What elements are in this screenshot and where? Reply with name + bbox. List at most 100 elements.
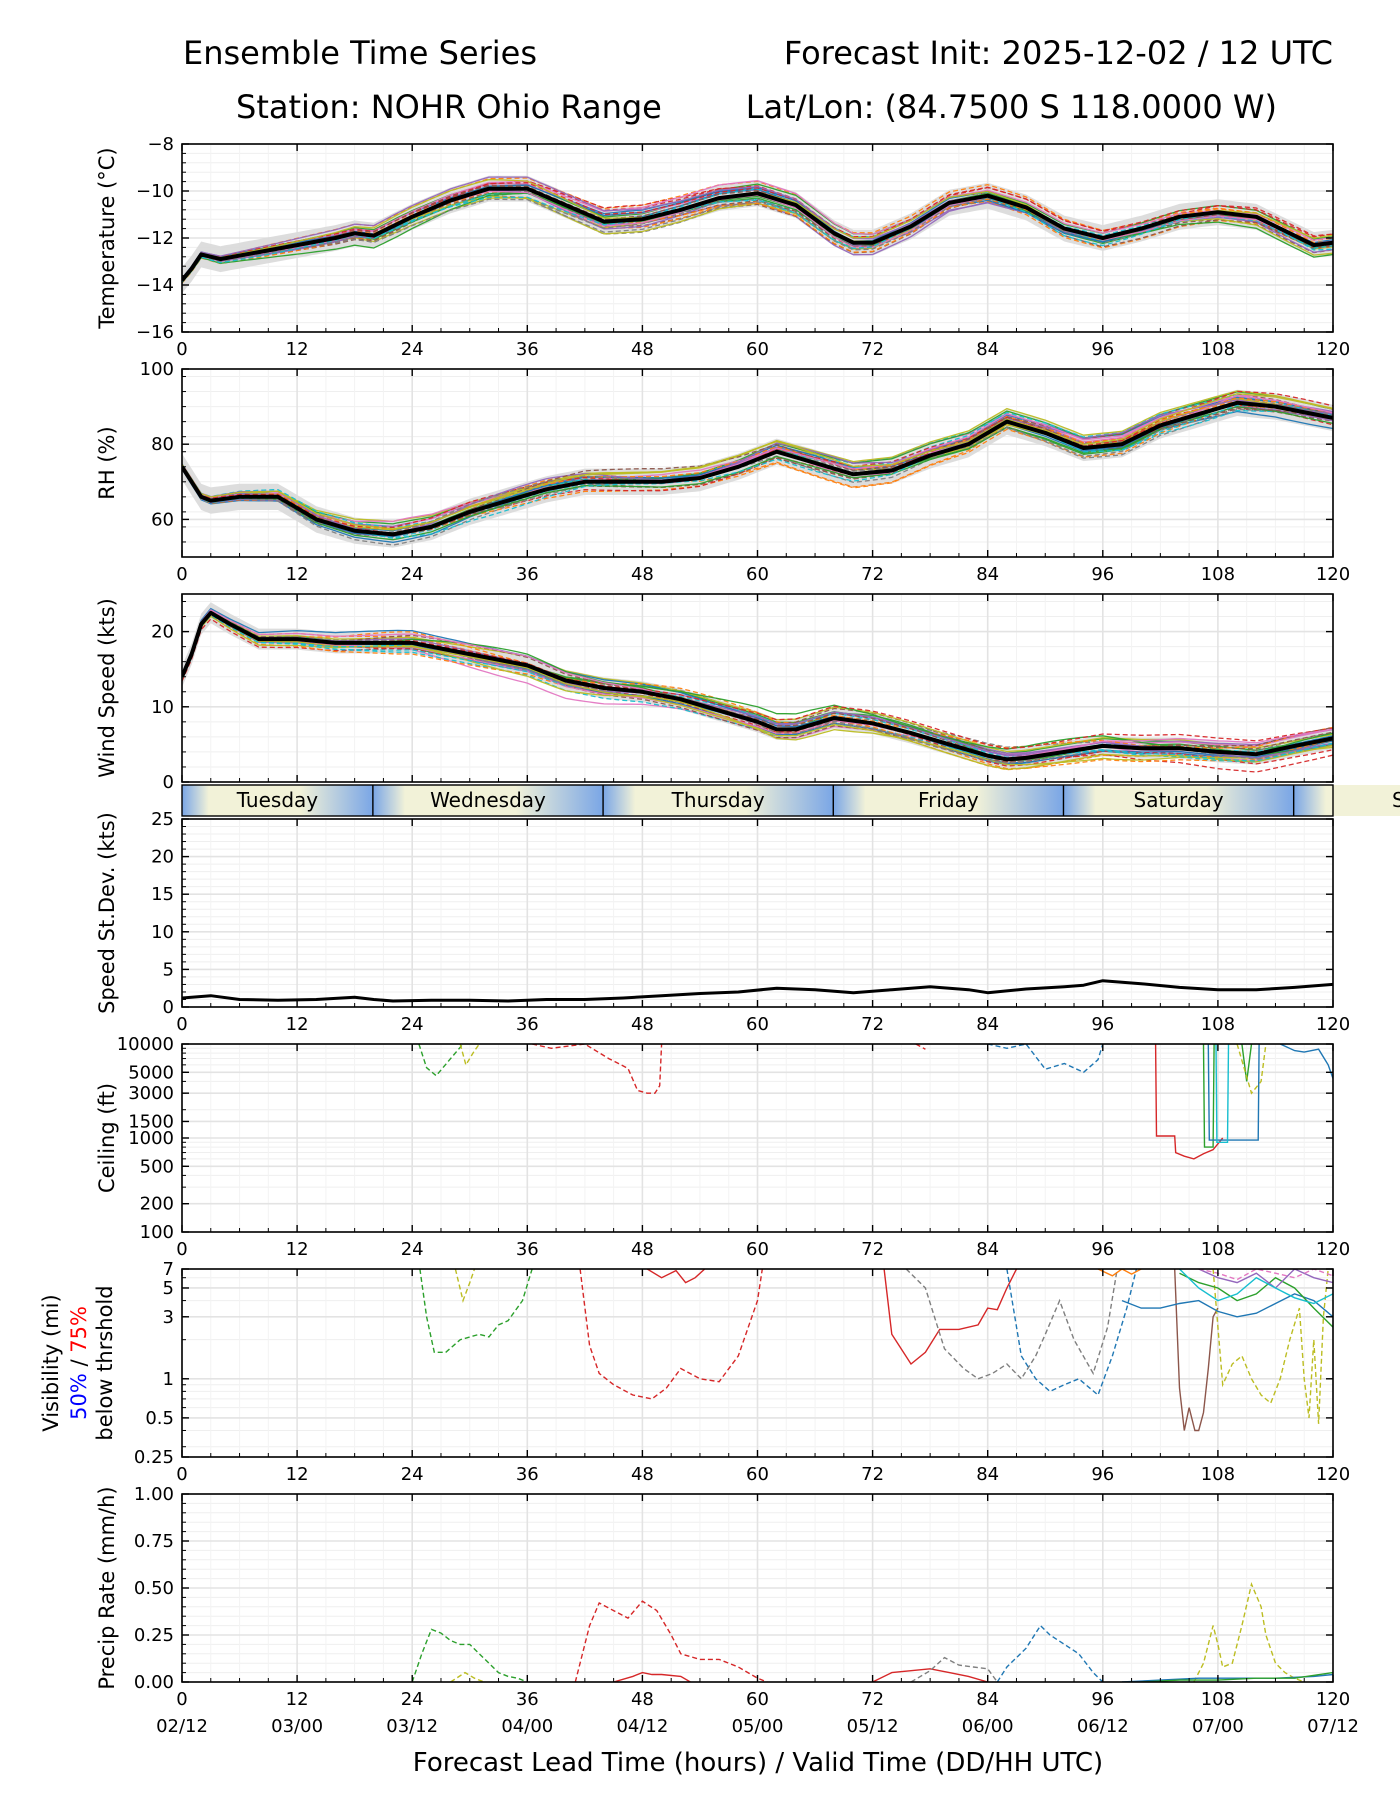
plot-area [418,1044,1333,1160]
valid-time-label: 07/12 [1307,1716,1359,1737]
speed-stdev-panel: 0 5 10 15 20 25 0 12 24 36 48 60 72 84 96 108 120 Speed S… [95,809,1350,1035]
x-tick-label: 12 [286,1239,309,1260]
x-tick-label: 84 [976,1014,999,1035]
day-segment [1063,785,1294,816]
y-tick-label: 25 [151,809,174,830]
y-tick-label: 500 [140,1156,174,1177]
day-label: Saturday [1134,788,1224,812]
ensemble-mean-line [182,610,1333,762]
x-tick-label: 120 [1316,1689,1350,1710]
x-tick-label: 12 [286,1464,309,1485]
y-tick-label: 3 [163,1307,174,1328]
x-tick-label: 60 [746,339,769,360]
x-tick-label: 0 [176,339,187,360]
x-tick-label: 12 [286,564,309,585]
x-tick-label: 72 [861,339,884,360]
member-line [987,1044,1104,1074]
y-tick-label: −16 [136,322,174,343]
x-tick-label: 84 [976,1464,999,1485]
day-segment [372,785,604,816]
member-line [411,1628,528,1682]
x-tick-label: 96 [1091,1464,1114,1485]
plot-area [182,389,1333,548]
x-tick-label: 48 [631,1014,654,1035]
x-tick-label: 108 [1201,1464,1235,1485]
ensemble-member-line [182,612,1333,763]
member-line [883,1269,1018,1366]
x-tick-label: 48 [631,564,654,585]
x-tick-label: 96 [1091,564,1114,585]
rh-panel: 60 80 100 0 12 24 36 48 60 72 84 96 108 120 RH (%) [95,359,1350,585]
x-tick-label: 0 [176,1014,187,1035]
y-tick-label: 3000 [128,1083,174,1104]
member-line [646,1269,706,1284]
y-tick-label: 0.50 [134,1578,174,1599]
member-line [996,1624,1104,1682]
x-tick-label: 120 [1316,564,1350,585]
title-station: Station: NOHR Ohio Range [236,88,662,126]
ensemble-member-line [182,195,1333,282]
y-tick-label: 5 [163,959,174,980]
valid-time-label: 03/12 [386,1716,438,1737]
member-line [1141,1671,1333,1682]
day-label: Tuesday [236,788,319,812]
wind-speed-panel: 0 10 20 Wind Speed (kts) [95,593,1334,793]
y-tick-label: 20 [151,622,174,643]
y-tick-label: 1000 [128,1128,174,1149]
member-line [872,1668,988,1682]
x-tick-label: 48 [631,1464,654,1485]
x-tick-label: 0 [176,1689,187,1710]
member-line [1215,1044,1230,1143]
y-tick-label: 0.75 [134,1531,174,1552]
y-tick-label: 20 [151,847,174,868]
x-tick-label: 120 [1316,1014,1350,1035]
member-line [419,1269,533,1353]
member-line [418,1044,464,1077]
ensemble-member-line [182,182,1333,280]
y-axis-label: Precip Rate (mm/h) [95,1486,119,1689]
title-forecast-init: Forecast Init: 2025-12-02 / 12 UTC [784,34,1333,72]
y-axis-label: Temperature (°C) [95,147,119,329]
x-tick-label: 108 [1201,1239,1235,1260]
y-tick-label: −14 [136,275,174,296]
y-tick-label: 0.5 [145,1408,174,1429]
member-line [910,1656,998,1682]
x-tick-label: 72 [861,1689,884,1710]
x-tick-label: 96 [1091,339,1114,360]
y-axis-label-threshold: below thrshold [93,1285,117,1440]
day-label: Thursday [671,788,765,812]
member-line [574,1600,768,1682]
percentile-75-label: 75% [67,1306,91,1353]
valid-time-label: 05/12 [847,1716,899,1737]
member-line [915,1044,926,1050]
valid-time-label: 05/00 [732,1716,784,1737]
ensemble-mean-line [182,400,1333,537]
y-axis-label-percentiles: 50% / 75% [67,1306,91,1420]
y-tick-label: −8 [147,134,174,155]
x-axis-label: Forecast Lead Time (hours) / Valid Time … [413,1748,1103,1778]
precip-panel: 0.00 0.25 0.50 0.75 1.00 0 12 24 36 48 60 72 84 96 108… [95,1484,1350,1710]
x-tick-label: 120 [1316,1464,1350,1485]
x-tick-label: 36 [516,564,539,585]
y-tick-label: 0.25 [134,1447,174,1468]
x-tick-label: 108 [1201,339,1235,360]
x-tick-label: 72 [861,1239,884,1260]
plot-area [411,1581,1333,1682]
y-tick-label: −12 [136,228,174,249]
member-line [531,1044,663,1094]
ensemble-member-line [182,192,1333,283]
member-line [1154,1044,1224,1160]
valid-time-labels: 02/12 03/00 03/12 04/00 04/12 05/00 05/12 06/00… [156,1716,1359,1737]
ensemble-spread-band [182,175,1333,294]
x-tick-label: 60 [746,1689,769,1710]
x-tick-label: 48 [631,1689,654,1710]
member-line [1193,1581,1305,1682]
speed-stdev-line [182,979,1333,1003]
plot-area [182,175,1333,294]
plot-area [182,979,1333,1003]
x-tick-label: 72 [861,564,884,585]
member-line [579,1269,763,1400]
valid-time-label: 04/00 [501,1716,553,1737]
member-line [613,1671,691,1682]
member-line [1212,1269,1329,1424]
